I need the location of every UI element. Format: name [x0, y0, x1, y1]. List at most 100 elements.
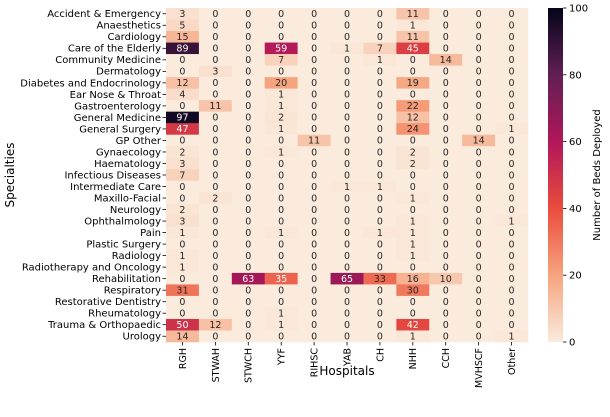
heatmap-cell: [264, 42, 298, 55]
heatmap-cell: [429, 307, 463, 320]
cell-value: 0: [509, 239, 515, 250]
cell-value: 0: [344, 124, 350, 135]
heatmap-cell: [198, 215, 233, 228]
heatmap-cell: [363, 272, 397, 285]
cell-value: 0: [212, 44, 218, 55]
heatmap-cell: [198, 318, 233, 331]
cell-value: 0: [476, 228, 482, 239]
heatmap-cell: [330, 215, 364, 228]
heatmap-cell: [429, 249, 463, 262]
heatmap-cell: [330, 88, 364, 101]
heatmap-cell: [264, 146, 298, 159]
heatmap-cell: [429, 272, 463, 285]
heatmap-cell: [363, 307, 397, 320]
heatmap-cell: [396, 134, 430, 147]
cell-value: 0: [245, 205, 251, 216]
cell-value: 0: [179, 274, 185, 285]
cell-value: 0: [245, 309, 251, 320]
heatmap-cell: [363, 203, 397, 216]
cell-value: 0: [476, 9, 482, 20]
cell-value: 0: [509, 90, 515, 101]
cell-value: 0: [443, 239, 449, 250]
heatmap-cell: [264, 238, 298, 251]
heatmap-cell: [231, 31, 266, 43]
cell-value: 0: [476, 101, 482, 112]
cell-value: 0: [212, 136, 218, 147]
cell-value: 47: [176, 124, 188, 135]
heatmap-cell: [462, 272, 496, 285]
heatmap-cell: [198, 42, 233, 55]
row-label: GP Other: [116, 136, 162, 147]
cell-value: 0: [443, 136, 449, 147]
cell-value: 0: [344, 136, 350, 147]
cell-value: 11: [308, 136, 320, 147]
cell-value: 0: [344, 228, 350, 239]
cell-value: 0: [212, 239, 218, 250]
cell-value: 0: [509, 9, 515, 20]
cell-value: 35: [275, 274, 287, 285]
heatmap-cell: [363, 8, 397, 20]
heatmap-cell: [198, 249, 233, 262]
cell-value: 0: [476, 182, 482, 193]
row-label: Gynaecology: [96, 147, 161, 158]
heatmap-cell: [330, 42, 364, 55]
heatmap-cell: [264, 100, 298, 112]
cell-value: 0: [212, 205, 218, 216]
heatmap-cell: [396, 192, 430, 205]
column-label: CCH: [441, 348, 452, 368]
heatmap-cell: [495, 307, 529, 320]
cell-value: 0: [377, 136, 383, 147]
cell-value: 1: [410, 21, 416, 32]
colorbar-gradient: [548, 8, 563, 342]
heatmap-cell: [231, 111, 266, 124]
heatmap-cell: [495, 180, 529, 193]
heatmap-cell: [231, 261, 266, 274]
heatmap-cell: [330, 330, 364, 343]
heatmap-cell: [166, 318, 200, 331]
cell-value: 0: [212, 9, 218, 20]
heatmap-cell: [396, 238, 430, 251]
heatmap-cell: [363, 169, 397, 182]
heatmap-cell: [462, 77, 496, 89]
cell-value: 10: [440, 274, 452, 285]
heatmap-cell: [297, 180, 331, 193]
heatmap-cell: [264, 192, 298, 205]
heatmap-cell: [297, 169, 331, 182]
cell-value: 0: [311, 320, 317, 331]
cell-value: 12: [209, 320, 221, 331]
heatmap-cell: [231, 203, 266, 216]
heatmap-cell: [495, 134, 529, 147]
cell-value: 1: [410, 193, 416, 204]
cell-value: 0: [212, 78, 218, 89]
heatmap-cell: [166, 42, 200, 55]
cell-value: 0: [311, 297, 317, 308]
row-label: Ophthalmology: [84, 216, 161, 227]
heatmap-cell: [297, 19, 331, 32]
cell-value: 0: [377, 90, 383, 101]
cell-value: 0: [443, 67, 449, 78]
cell-value: 0: [344, 32, 350, 43]
cell-value: 0: [245, 147, 251, 158]
cell-value: 0: [509, 55, 515, 66]
heatmap-cell: [363, 215, 397, 228]
heatmap-cell: [396, 307, 430, 320]
heatmap-cell: [198, 192, 233, 205]
cell-value: 0: [476, 90, 482, 101]
heatmap-cell: [429, 295, 463, 308]
cell-value: 0: [476, 320, 482, 331]
heatmap-cell: [198, 134, 233, 147]
heatmap-cell: [264, 295, 298, 308]
cell-value: 42: [407, 320, 419, 331]
heatmap-cell: [330, 203, 364, 216]
heatmap-cell: [231, 77, 266, 89]
cell-value: 0: [278, 136, 284, 147]
heatmap-cell: [264, 123, 298, 135]
heatmap-cell: [297, 31, 331, 43]
cell-value: 0: [344, 159, 350, 170]
heatmap-cell: [231, 330, 266, 343]
cell-value: 1: [377, 55, 383, 66]
cell-value: 2: [179, 147, 185, 158]
heatmap-cell: [231, 226, 266, 239]
cell-value: 20: [275, 78, 287, 89]
heatmap-cell: [198, 295, 233, 308]
